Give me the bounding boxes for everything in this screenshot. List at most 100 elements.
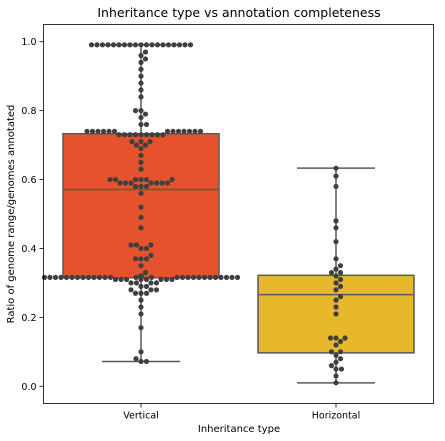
data-point	[133, 274, 139, 280]
data-point	[138, 256, 144, 262]
y-tick-label: 0.8	[21, 106, 36, 117]
data-point	[333, 280, 339, 286]
y-tick-label: 0.6	[21, 175, 36, 186]
data-point	[143, 358, 150, 365]
data-point	[138, 358, 144, 365]
data-point	[138, 66, 144, 72]
y-tick-label: 0.0	[21, 382, 36, 393]
data-point	[127, 42, 133, 48]
data-point	[132, 183, 139, 190]
data-point	[153, 287, 160, 293]
data-point	[112, 176, 119, 183]
data-point	[138, 245, 144, 252]
data-point	[128, 242, 134, 248]
data-point	[143, 245, 150, 252]
data-point	[148, 274, 155, 280]
data-point	[148, 180, 154, 186]
data-point	[333, 352, 339, 358]
data-point	[138, 80, 144, 86]
data-point	[117, 180, 123, 186]
data-point	[138, 297, 144, 303]
data-point	[337, 338, 344, 345]
data-point	[179, 274, 186, 280]
data-point	[138, 349, 144, 355]
data-point	[142, 56, 149, 62]
data-point	[333, 304, 339, 310]
data-point	[190, 274, 197, 280]
data-point	[138, 152, 144, 159]
data-point	[164, 180, 171, 186]
data-point	[148, 280, 154, 286]
data-point	[106, 128, 112, 134]
data-point	[58, 274, 64, 280]
data-point	[333, 311, 339, 317]
data-point	[338, 366, 345, 372]
data-point	[169, 276, 175, 283]
data-point	[169, 176, 175, 183]
data-point	[138, 73, 144, 79]
data-point	[143, 290, 150, 296]
data-point	[181, 128, 187, 134]
data-point	[96, 274, 103, 280]
data-point	[132, 290, 139, 296]
data-point	[138, 183, 144, 190]
y-tick-label: 1.0	[21, 37, 36, 48]
data-point	[89, 128, 96, 134]
data-point	[138, 132, 144, 138]
data-point	[333, 266, 339, 272]
data-point	[185, 274, 191, 280]
data-point	[328, 363, 335, 369]
data-point	[196, 274, 202, 280]
data-point	[138, 325, 144, 331]
data-point	[207, 274, 213, 280]
data-point	[337, 283, 344, 289]
data-point	[132, 42, 139, 48]
data-point	[223, 274, 230, 280]
data-point	[158, 276, 164, 283]
x-axis-label: Inheritance type	[198, 424, 280, 435]
data-point	[333, 373, 339, 379]
data-point	[154, 132, 161, 138]
data-point	[333, 366, 339, 372]
data-point	[133, 280, 140, 286]
data-point	[171, 42, 177, 48]
data-point	[74, 274, 81, 280]
data-point	[138, 94, 144, 100]
data-point	[138, 263, 144, 269]
data-point	[116, 132, 122, 138]
data-point	[138, 59, 144, 65]
data-point	[333, 173, 339, 179]
data-point	[138, 176, 144, 183]
data-point	[105, 42, 111, 48]
data-point	[187, 42, 194, 48]
data-point	[133, 356, 139, 362]
data-point	[138, 204, 144, 210]
data-point	[138, 190, 144, 196]
data-point	[138, 166, 144, 172]
data-point	[163, 276, 170, 283]
data-point	[201, 274, 208, 280]
data-point	[138, 52, 144, 59]
data-point	[337, 294, 344, 300]
data-point	[138, 311, 144, 317]
data-point	[69, 274, 75, 280]
data-point	[218, 274, 224, 280]
data-point	[128, 180, 134, 186]
data-point	[143, 183, 150, 190]
data-point	[138, 225, 144, 231]
data-point	[138, 273, 144, 279]
data-point	[121, 132, 128, 138]
data-point	[229, 274, 235, 280]
data-point	[123, 276, 130, 283]
y-axis: 0.0 0.2 0.4 0.6 0.8 1.0	[21, 37, 44, 393]
data-point	[333, 287, 339, 293]
data-point	[138, 42, 144, 48]
data-point	[122, 180, 129, 186]
data-point	[337, 263, 344, 269]
data-point	[111, 128, 118, 134]
data-point	[176, 42, 183, 48]
data-point	[164, 128, 171, 134]
data-point	[143, 283, 150, 289]
data-point	[234, 274, 241, 280]
data-point	[143, 132, 150, 138]
